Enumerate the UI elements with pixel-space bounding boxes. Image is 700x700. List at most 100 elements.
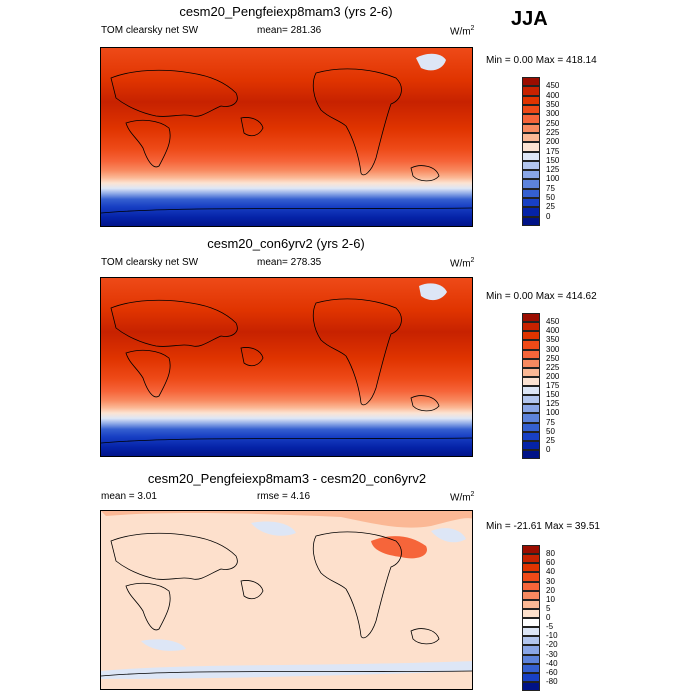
colorbar-swatch bbox=[522, 207, 540, 217]
panel-3-colorbar bbox=[522, 545, 540, 691]
colorbar-swatch bbox=[522, 151, 540, 161]
panel-1-units: W/m2 bbox=[450, 25, 475, 38]
colorbar-swatch bbox=[522, 681, 540, 691]
colorbar-swatch bbox=[522, 77, 540, 87]
colorbar-tick-label: 450 bbox=[546, 81, 560, 91]
panel-2-title: cesm20_con6yrv2 (yrs 2-6) bbox=[207, 236, 365, 251]
colorbar-swatch bbox=[522, 663, 540, 673]
colorbar-tick-label: 400 bbox=[546, 326, 560, 336]
colorbar-swatch bbox=[522, 340, 540, 350]
colorbar-swatch bbox=[522, 142, 540, 152]
colorbar-swatch bbox=[522, 104, 540, 115]
panel-1-colorbar bbox=[522, 77, 540, 226]
colorbar-tick-label: 150 bbox=[546, 155, 560, 165]
panel-2-colorbar bbox=[522, 313, 540, 459]
colorbar-swatch bbox=[522, 404, 540, 414]
colorbar-tick-label: 300 bbox=[546, 109, 560, 119]
colorbar-tick-label: 75 bbox=[546, 417, 555, 427]
colorbar-tick-label: -80 bbox=[546, 676, 558, 686]
colorbar-tick-label: 0 bbox=[546, 444, 551, 454]
colorbar-swatch bbox=[522, 160, 540, 171]
colorbar-swatch bbox=[522, 395, 540, 405]
panel-1-map bbox=[100, 47, 473, 227]
colorbar-tick-label: 75 bbox=[546, 183, 555, 193]
colorbar-swatch bbox=[522, 627, 540, 637]
colorbar-tick-label: 10 bbox=[546, 594, 555, 604]
colorbar-tick-label: 60 bbox=[546, 558, 555, 568]
colorbar-tick-label: -10 bbox=[546, 631, 558, 641]
colorbar-tick-label: 350 bbox=[546, 335, 560, 345]
colorbar-swatch bbox=[522, 572, 540, 582]
colorbar-swatch bbox=[522, 563, 540, 573]
colorbar-tick-label: 0 bbox=[546, 613, 551, 622]
colorbar-swatch bbox=[522, 132, 540, 143]
colorbar-swatch bbox=[522, 349, 540, 359]
colorbar-tick-label: 225 bbox=[546, 362, 560, 372]
colorbar-tick-label: 250 bbox=[546, 353, 560, 363]
colorbar-tick-label: 80 bbox=[546, 549, 555, 559]
colorbar-swatch bbox=[522, 608, 540, 618]
colorbar-swatch bbox=[522, 590, 540, 600]
colorbar-swatch bbox=[522, 636, 540, 646]
colorbar-swatch bbox=[522, 618, 540, 628]
colorbar-tick-label: 175 bbox=[546, 146, 560, 156]
colorbar-tick-label: 200 bbox=[546, 371, 560, 381]
panel-1-minmax: Min = 0.00 Max = 418.14 bbox=[486, 55, 597, 66]
colorbar-swatch bbox=[522, 198, 540, 208]
colorbar-swatch bbox=[522, 216, 540, 226]
panel-1-variable-label: TOM clearsky net SW bbox=[101, 25, 199, 36]
colorbar-swatch bbox=[522, 358, 540, 368]
panel-1-mean-label: mean= 281.36 bbox=[257, 25, 322, 36]
colorbar-tick-label: 40 bbox=[546, 567, 555, 577]
colorbar-swatch bbox=[522, 545, 540, 555]
panel-2-minmax: Min = 0.00 Max = 414.62 bbox=[486, 291, 597, 302]
colorbar-swatch bbox=[522, 554, 540, 564]
colorbar-swatch bbox=[522, 440, 540, 450]
colorbar-swatch bbox=[522, 114, 540, 124]
colorbar-swatch bbox=[522, 449, 540, 459]
colorbar-swatch bbox=[522, 170, 540, 180]
colorbar-tick-label: 0 bbox=[546, 211, 551, 221]
colorbar-tick-label: 125 bbox=[546, 165, 560, 175]
colorbar-swatch bbox=[522, 322, 540, 332]
colorbar-tick-label: -40 bbox=[546, 658, 558, 668]
colorbar-swatch bbox=[522, 422, 540, 432]
colorbar-swatch bbox=[522, 581, 540, 591]
colorbar-swatch bbox=[522, 123, 540, 133]
colorbar-swatch bbox=[522, 86, 540, 96]
colorbar-swatch bbox=[522, 599, 540, 609]
colorbar-tick-label: 50 bbox=[546, 193, 555, 203]
colorbar-tick-label: 5 bbox=[546, 603, 551, 613]
colorbar-tick-label: 300 bbox=[546, 344, 560, 354]
panel-3-rmse-label: rmse = 4.16 bbox=[257, 491, 311, 502]
colorbar-swatch bbox=[522, 672, 540, 682]
colorbar-tick-label: 50 bbox=[546, 426, 555, 436]
colorbar-swatch bbox=[522, 188, 540, 199]
colorbar-tick-label: 100 bbox=[546, 408, 560, 418]
colorbar-tick-label: -5 bbox=[546, 622, 554, 632]
colorbar-tick-label: 125 bbox=[546, 399, 560, 409]
panel-2-map-svg bbox=[101, 278, 472, 456]
colorbar-tick-label: 200 bbox=[546, 137, 560, 147]
colorbar-tick-label: 25 bbox=[546, 202, 555, 212]
panel-1-title: cesm20_Pengfeiexp8mam3 (yrs 2-6) bbox=[179, 4, 393, 19]
panel-3-title: cesm20_Pengfeiexp8mam3 - cesm20_con6yrv2 bbox=[147, 471, 427, 486]
colorbar-swatch bbox=[522, 313, 540, 323]
panel-2-mean-label: mean= 278.35 bbox=[257, 257, 322, 268]
panel-2-units: W/m2 bbox=[450, 257, 475, 270]
season-label: JJA bbox=[511, 8, 548, 30]
colorbar-swatch bbox=[522, 413, 540, 423]
panel-3-minmax: Min = -21.61 Max = 39.51 bbox=[486, 521, 600, 532]
panel-3-map-svg bbox=[101, 511, 472, 689]
panel-3-units: W/m2 bbox=[450, 491, 475, 504]
colorbar-tick-label: 450 bbox=[546, 317, 560, 327]
colorbar-tick-label: 400 bbox=[546, 90, 560, 100]
colorbar-tick-label: -30 bbox=[546, 649, 558, 659]
colorbar-tick-label: 20 bbox=[546, 585, 555, 595]
panel-2-variable-label: TOM clearsky net SW bbox=[101, 257, 199, 268]
colorbar-tick-label: 250 bbox=[546, 118, 560, 128]
panel-1-map-svg bbox=[101, 48, 472, 226]
colorbar-tick-label: -20 bbox=[546, 640, 558, 650]
colorbar-swatch bbox=[522, 431, 540, 441]
colorbar-tick-label: 175 bbox=[546, 381, 560, 390]
